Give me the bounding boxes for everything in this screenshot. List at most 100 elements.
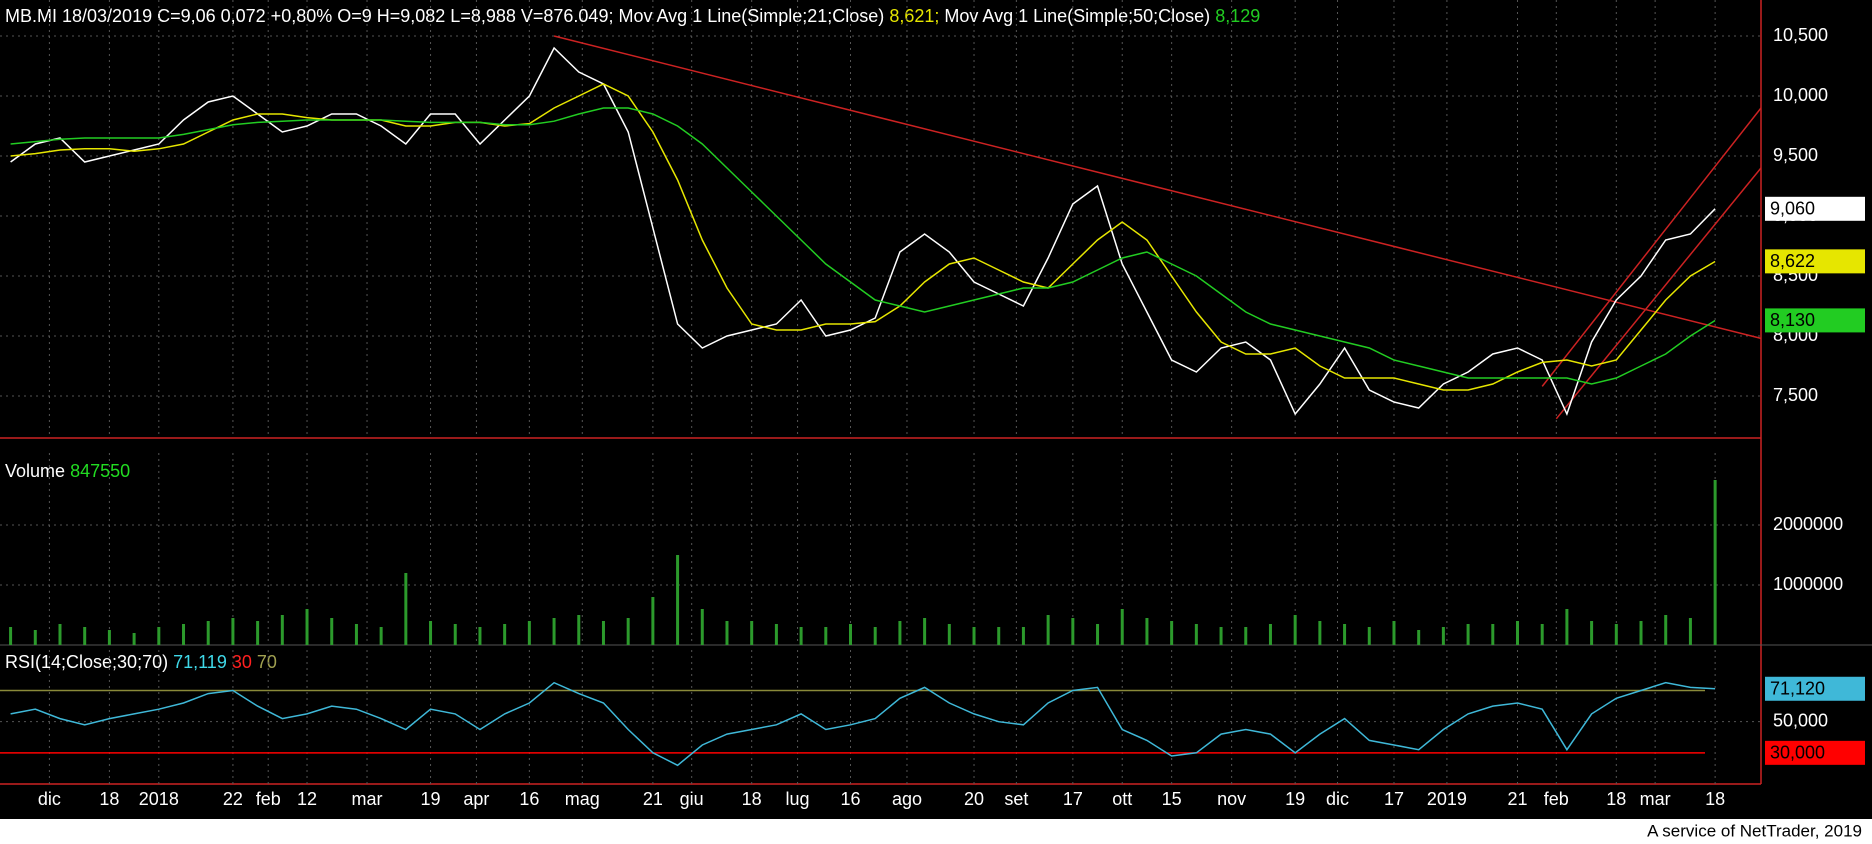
volume-legend: Volume 847550 xyxy=(5,461,130,481)
volume-bar xyxy=(1614,624,1618,645)
volume-bar xyxy=(1071,618,1075,645)
rsi-level-30: 30 xyxy=(232,652,252,672)
volume-bar xyxy=(58,624,62,645)
volume-bar xyxy=(1417,630,1421,645)
series-line xyxy=(10,46,1716,417)
price-title: MB.MI 18/03/2019 C=9,06 0,072 +0,80% O=9… xyxy=(5,6,613,26)
volume-bar xyxy=(453,624,457,645)
level-box xyxy=(1765,740,1865,765)
volume-bar xyxy=(1244,627,1248,645)
volume-bar xyxy=(1293,615,1297,645)
x-tick-label: 18 xyxy=(1705,789,1725,809)
volume-bar xyxy=(1268,624,1272,645)
series-line xyxy=(10,83,1716,391)
y-tick-label: 9,500 xyxy=(1773,145,1818,165)
volume-bar xyxy=(330,618,334,645)
x-tick-label: 15 xyxy=(1162,789,1182,809)
x-tick-label: 2019 xyxy=(1427,789,1467,809)
x-tick-label: 12 xyxy=(297,789,317,809)
series-line xyxy=(10,107,1716,385)
x-tick-label: 21 xyxy=(643,789,663,809)
last-value-box xyxy=(1765,196,1865,221)
volume-bar xyxy=(750,621,754,645)
x-tick-label: ago xyxy=(892,789,922,809)
volume-bar xyxy=(1120,609,1124,645)
last-value-box xyxy=(1765,308,1865,333)
x-tick-label: 18 xyxy=(99,789,119,809)
rsi-level-70: 70 xyxy=(257,652,277,672)
volume-bar xyxy=(354,624,358,645)
x-tick-label: giu xyxy=(680,789,704,809)
volume-bar xyxy=(527,621,531,645)
volume-bar xyxy=(1688,618,1692,645)
x-tick-label: mar xyxy=(352,789,383,809)
volume-bar xyxy=(132,633,136,645)
trendline xyxy=(1541,107,1762,387)
volume-bar xyxy=(157,627,161,645)
x-tick-label: 20 xyxy=(964,789,984,809)
volume-bar xyxy=(33,630,37,645)
x-tick-label: dic xyxy=(38,789,61,809)
volume-bar xyxy=(676,555,680,645)
volume-bar xyxy=(1466,624,1470,645)
volume-bar xyxy=(799,627,803,645)
y-tick-label: 50,000 xyxy=(1773,710,1828,730)
legend-ma21-name: Mov Avg 1 Line(Simple;21;Close) xyxy=(618,6,884,26)
volume-bar xyxy=(577,615,581,645)
volume-bar xyxy=(1046,615,1050,645)
volume-bar xyxy=(972,627,976,645)
last-value-box xyxy=(1765,249,1865,274)
volume-bar xyxy=(898,621,902,645)
volume-value: 847550 xyxy=(70,461,130,481)
x-tick-label: feb xyxy=(256,789,281,809)
volume-bar xyxy=(404,573,408,645)
volume-bar xyxy=(503,624,507,645)
volume-bar xyxy=(429,621,433,645)
legend-ma50-value: 8,129 xyxy=(1215,6,1260,26)
x-tick-label: 2018 xyxy=(139,789,179,809)
volume-bar xyxy=(923,618,927,645)
volume-bar xyxy=(1021,627,1025,645)
legend-ma21-value: 8,621; xyxy=(889,6,939,26)
x-tick-label: 18 xyxy=(1606,789,1626,809)
volume-bar xyxy=(1441,627,1445,645)
y-tick-label: 1000000 xyxy=(1773,574,1843,594)
x-tick-label: set xyxy=(1004,789,1028,809)
rsi-legend: RSI(14;Close;30;70) 71,119 30 70 xyxy=(5,652,277,672)
y-tick-label: 10,000 xyxy=(1773,85,1828,105)
volume-bar xyxy=(280,615,284,645)
rsi-title: RSI(14;Close;30;70) xyxy=(5,652,168,672)
last-value-label: 8,130 xyxy=(1770,310,1815,330)
price-legend: MB.MI 18/03/2019 C=9,06 0,072 +0,80% O=9… xyxy=(5,6,1260,26)
volume-bar xyxy=(873,627,877,645)
x-tick-label: mar xyxy=(1640,789,1671,809)
x-tick-label: 22 xyxy=(223,789,243,809)
x-tick-label: 17 xyxy=(1384,789,1404,809)
volume-bar xyxy=(1540,624,1544,645)
volume-title: Volume xyxy=(5,461,65,481)
rsi-value: 71,119 xyxy=(173,652,227,672)
volume-bar xyxy=(1392,621,1396,645)
volume-bar xyxy=(256,621,260,645)
series-line xyxy=(10,681,1716,767)
volume-bar xyxy=(1367,627,1371,645)
volume-bar xyxy=(83,627,87,645)
level-box-label: 30,000 xyxy=(1770,743,1825,763)
volume-bar xyxy=(231,618,235,645)
background xyxy=(0,0,1872,819)
volume-bar xyxy=(849,624,853,645)
volume-bar xyxy=(1664,615,1668,645)
x-tick-label: 16 xyxy=(840,789,860,809)
trendline xyxy=(553,35,1762,340)
x-tick-label: 16 xyxy=(519,789,539,809)
volume-bar xyxy=(182,624,186,645)
y-tick-label: 10,500 xyxy=(1773,25,1828,45)
x-tick-label: lug xyxy=(786,789,810,809)
x-tick-label: ott xyxy=(1112,789,1132,809)
footer: A service of NetTrader, 2019 xyxy=(1647,821,1862,840)
volume-bar xyxy=(1515,621,1519,645)
volume-bar xyxy=(1713,480,1717,645)
x-tick-label: 19 xyxy=(1285,789,1305,809)
x-tick-label: 19 xyxy=(421,789,441,809)
